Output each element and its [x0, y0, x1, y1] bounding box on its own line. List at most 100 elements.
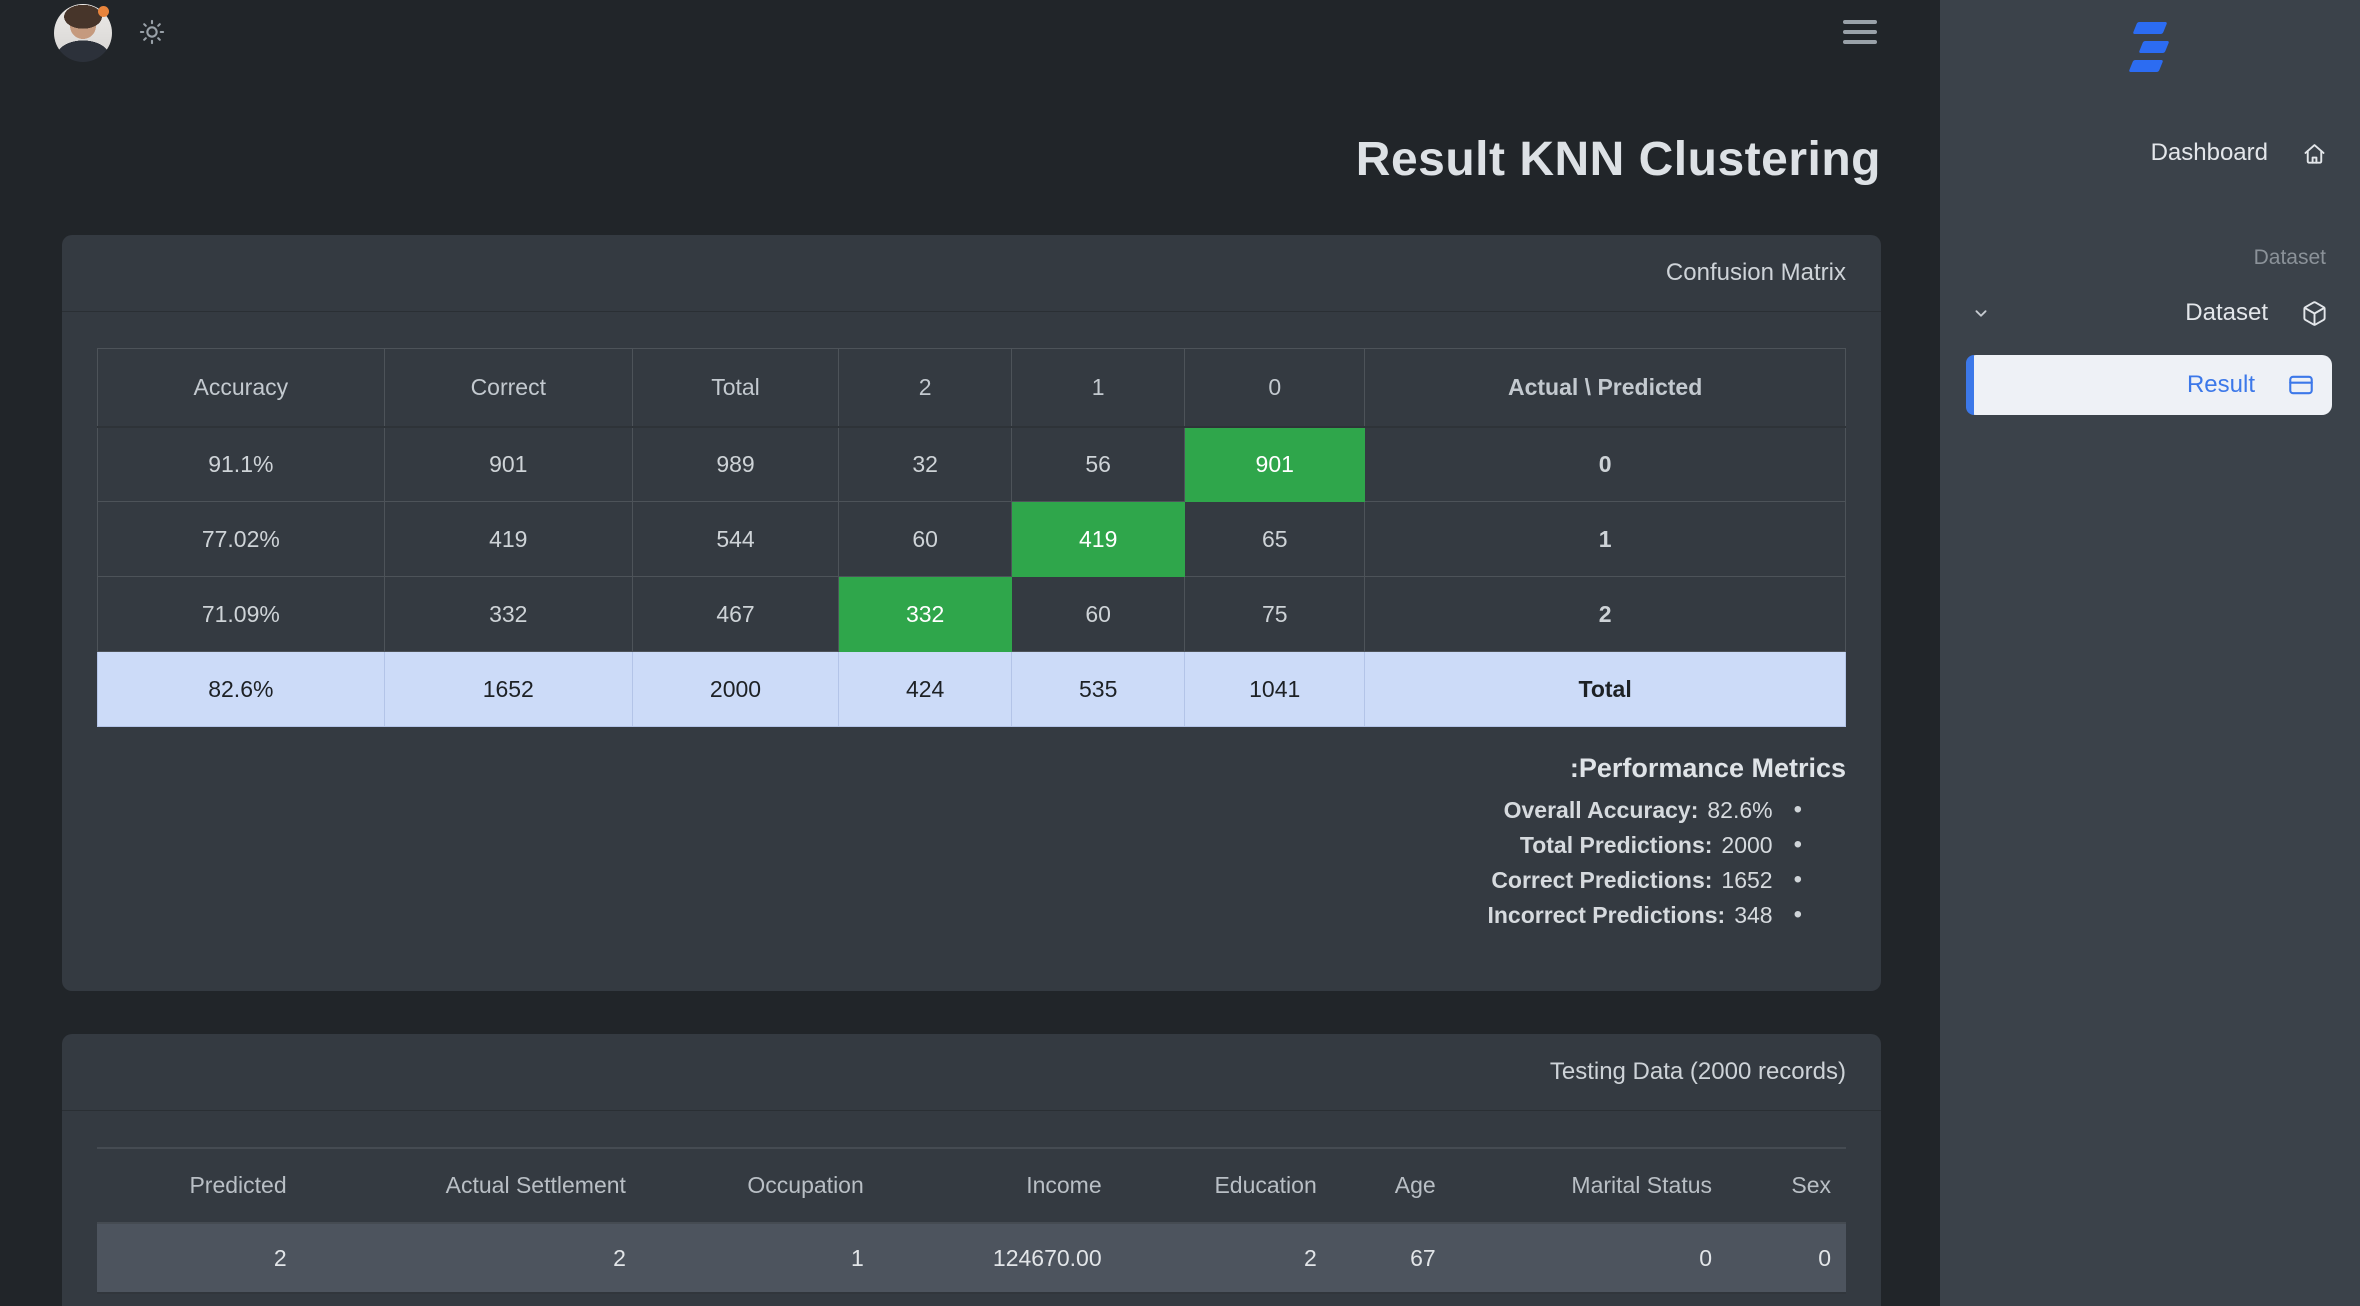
data-cell: 0 [1450, 1223, 1728, 1295]
list-item: Total Predictions: 2000 [97, 831, 1846, 858]
data-cell: 544 [631, 501, 840, 578]
metric-value: 348 [1734, 901, 1773, 928]
header-cell: Actual Settlement [301, 1147, 641, 1225]
header-cell: Sex [1727, 1147, 1846, 1225]
header-cell: 1 [1011, 348, 1186, 428]
confusion-matrix-table: Accuracy Correct Total 2 1 0 Actual \ Pr… [97, 348, 1846, 728]
metric-value: 1652 [1721, 866, 1773, 893]
topbar [0, 0, 1940, 64]
header-cell: Marital Status [1450, 1147, 1728, 1225]
home-icon [2301, 140, 2328, 167]
data-cell: 2 [301, 1223, 641, 1295]
data-cell: 60 [1011, 576, 1186, 653]
data-cell [97, 1293, 1846, 1306]
data-cell: 332 [383, 576, 633, 653]
total-row: 82.6% 1652 2000 424 535 1041 Total [97, 651, 1846, 728]
header-cell: Accuracy [97, 348, 385, 428]
confusion-card-body: Accuracy Correct Total 2 1 0 Actual \ Pr… [62, 312, 1881, 991]
table-row: 91.1% 901 989 32 56 901 0 [97, 426, 1846, 503]
data-cell: 424 [838, 651, 1013, 728]
data-cell: 1652 [383, 651, 633, 728]
sidebar-item-label: Dashboard [2150, 139, 2268, 166]
sidebar-item-dashboard[interactable]: Dashboard [1966, 130, 2332, 176]
header-cell: Predicted [97, 1147, 302, 1225]
row-label-cell: 1 [1364, 501, 1846, 578]
data-cell: 2 [1116, 1223, 1332, 1295]
metric-label: Incorrect Predictions: [1487, 901, 1726, 928]
testing-data-table: Predicted Actual Settlement Occupation I… [97, 1147, 1846, 1306]
chevron-down-icon[interactable] [1970, 302, 1992, 324]
data-cell: 77.02% [97, 501, 385, 578]
header-cell: Actual \ Predicted [1364, 348, 1846, 428]
card-icon [2287, 371, 2315, 399]
sidebar-item-dataset[interactable]: Dataset [1966, 290, 2332, 336]
notification-badge [98, 6, 109, 17]
data-cell: 91.1% [97, 426, 385, 503]
menu-toggle-button[interactable] [1843, 20, 1877, 44]
data-cell: 0 [1727, 1223, 1846, 1295]
sun-icon [138, 18, 166, 46]
data-cell: 989 [631, 426, 840, 503]
metrics-list: Overall Accuracy: 82.6% Total Prediction… [97, 796, 1846, 928]
header-cell: Occupation [640, 1147, 879, 1225]
data-cell: 535 [1011, 651, 1186, 728]
testing-data-card: Testing Data (2000 records) Predicted Ac… [62, 1034, 1881, 1306]
metric-label: Correct Predictions: [1491, 866, 1713, 893]
header-cell: 0 [1184, 348, 1366, 428]
metric-label: Overall Accuracy: [1503, 796, 1699, 823]
data-cell: 60 [838, 501, 1013, 578]
user-avatar[interactable] [54, 4, 112, 62]
header-cell: 2 [838, 348, 1013, 428]
metric-value: 82.6% [1707, 796, 1773, 823]
sidebar-section-label: Dataset [2253, 246, 2326, 269]
list-item: Incorrect Predictions: 348 [97, 901, 1846, 928]
data-cell: 75 [1184, 576, 1366, 653]
header-cell: Age [1331, 1147, 1451, 1225]
highlighted-cell: 419 [1011, 501, 1186, 578]
testing-card-body: Predicted Actual Settlement Occupation I… [62, 1111, 1881, 1306]
page-title: Result KNN Clustering [1355, 133, 1881, 186]
data-cell: 67 [1331, 1223, 1451, 1295]
table-header-row: Predicted Actual Settlement Occupation I… [97, 1147, 1846, 1225]
header-cell: Total [631, 348, 840, 428]
table-row: 71.09% 332 467 332 60 75 2 [97, 576, 1846, 653]
data-cell: 124670.00 [878, 1223, 1117, 1295]
header-cell: Income [878, 1147, 1117, 1225]
sidebar-item-label: Result [2186, 371, 2255, 398]
confusion-card-header: Confusion Matrix [62, 235, 1881, 313]
app-logo-icon [2128, 22, 2170, 74]
confusion-matrix-card: Confusion Matrix Accuracy Correct Total … [62, 235, 1881, 992]
data-cell: 82.6% [97, 651, 385, 728]
data-cell: 419 [383, 501, 633, 578]
data-cell: 2000 [631, 651, 840, 728]
data-cell: 1041 [1184, 651, 1366, 728]
metric-value: 2000 [1721, 831, 1773, 858]
data-cell: 71.09% [97, 576, 385, 653]
sidebar: Dashboard Dataset Dataset [1940, 0, 2360, 1306]
main-content: Result KNN Clustering Confusion Matrix A… [0, 0, 1940, 1306]
table-row [97, 1293, 1846, 1306]
row-label-cell: 0 [1364, 426, 1846, 503]
cube-icon [2301, 300, 2328, 327]
sidebar-item-result[interactable]: Result [1966, 355, 2332, 415]
sidebar-item-label: Dataset [2185, 299, 2268, 326]
metrics-heading: :Performance Metrics [1569, 753, 1846, 784]
list-item: Correct Predictions: 1652 [97, 866, 1846, 893]
data-cell: 65 [1184, 501, 1366, 578]
highlighted-cell: 901 [1184, 426, 1366, 503]
table-header-row: Accuracy Correct Total 2 1 0 Actual \ Pr… [97, 348, 1846, 428]
highlighted-cell: 332 [838, 576, 1013, 653]
header-cell: Education [1116, 1147, 1332, 1225]
testing-card-header: Testing Data (2000 records) [62, 1034, 1881, 1112]
data-cell: 32 [838, 426, 1013, 503]
data-cell: 467 [631, 576, 840, 653]
performance-metrics: :Performance Metrics Overall Accuracy: 8… [97, 753, 1846, 928]
table-row: 77.02% 419 544 60 419 65 1 [97, 501, 1846, 578]
metric-label: Total Predictions: [1519, 831, 1713, 858]
row-label-cell: Total [1364, 651, 1846, 728]
data-cell: 56 [1011, 426, 1186, 503]
theme-toggle-button[interactable] [138, 18, 166, 46]
data-cell: 2 [97, 1223, 302, 1295]
list-item: Overall Accuracy: 82.6% [97, 796, 1846, 823]
